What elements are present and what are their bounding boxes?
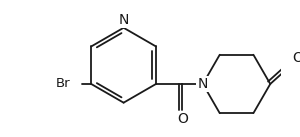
Text: O: O — [177, 112, 188, 126]
Text: O: O — [292, 51, 300, 65]
Text: Br: Br — [56, 77, 70, 90]
Text: N: N — [118, 13, 129, 27]
Text: N: N — [198, 77, 208, 91]
